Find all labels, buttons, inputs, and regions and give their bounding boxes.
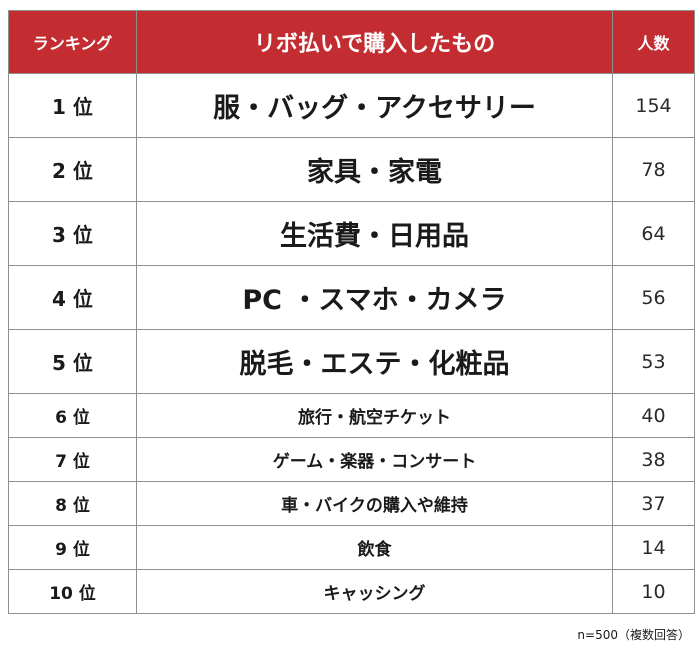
- count-cell: 53: [612, 329, 695, 394]
- item-cell: 生活費・日用品: [136, 201, 613, 266]
- count-cell: 37: [612, 481, 695, 526]
- item-cell: 脱毛・エステ・化粧品: [136, 329, 613, 394]
- rank-cell: 1 位: [8, 73, 137, 138]
- count-cell: 38: [612, 437, 695, 482]
- item-cell: ゲーム・楽器・コンサート: [136, 437, 613, 482]
- rank-cell: 6 位: [8, 393, 137, 438]
- header-row: ランキング リボ払いで購入したもの 人数: [8, 10, 695, 74]
- table-row: 1 位服・バッグ・アクセサリー 154: [8, 73, 695, 138]
- count-cell: 78: [612, 137, 695, 202]
- count-cell: 56: [612, 265, 695, 330]
- rank-cell: 2 位: [8, 137, 137, 202]
- count-cell: 10: [612, 569, 695, 614]
- header-count: 人数: [612, 10, 695, 74]
- rank-cell: 4 位: [8, 265, 137, 330]
- rank-cell: 7 位: [8, 437, 137, 482]
- item-cell: 飲食: [136, 525, 613, 570]
- item-cell: キャッシング: [136, 569, 613, 614]
- count-cell: 40: [612, 393, 695, 438]
- count-cell: 154: [612, 73, 695, 138]
- ranking-table: ランキング リボ払いで購入したもの 人数 1 位服・バッグ・アクセサリー 154 2…: [8, 10, 695, 614]
- rank-cell: 3 位: [8, 201, 137, 266]
- table-row: 9 位飲食 14: [8, 525, 695, 570]
- ranking-body: 1 位服・バッグ・アクセサリー 154 2 位家具・家電 78 3 位生活費・日用品 64…: [8, 73, 695, 614]
- item-cell: PC ・スマホ・カメラ: [136, 265, 613, 330]
- count-cell: 14: [612, 525, 695, 570]
- item-cell: 服・バッグ・アクセサリー: [136, 73, 613, 138]
- table-row: 4 位 PC ・スマホ・カメラ 56: [8, 265, 695, 330]
- item-cell: 旅行・航空チケット: [136, 393, 613, 438]
- table-row: 10 位キャッシング 10: [8, 569, 695, 614]
- header-item: リボ払いで購入したもの: [136, 10, 613, 74]
- table-row: 7 位ゲーム・楽器・コンサート 38: [8, 437, 695, 482]
- table-row: 2 位家具・家電 78: [8, 137, 695, 202]
- table-row: 5 位脱毛・エステ・化粧品 53: [8, 329, 695, 394]
- rank-cell: 8 位: [8, 481, 137, 526]
- table-row: 6 位旅行・航空チケット 40: [8, 393, 695, 438]
- header-rank: ランキング: [8, 10, 137, 74]
- table-row: 3 位生活費・日用品 64: [8, 201, 695, 266]
- item-cell: 車・バイクの購入や維持: [136, 481, 613, 526]
- rank-cell: 5 位: [8, 329, 137, 394]
- count-cell: 64: [612, 201, 695, 266]
- item-cell: 家具・家電: [136, 137, 613, 202]
- rank-cell: 9 位: [8, 525, 137, 570]
- footnote: n=500（複数回答）: [577, 628, 690, 642]
- table-row: 8 位車・バイクの購入や維持 37: [8, 481, 695, 526]
- rank-cell: 10 位: [8, 569, 137, 614]
